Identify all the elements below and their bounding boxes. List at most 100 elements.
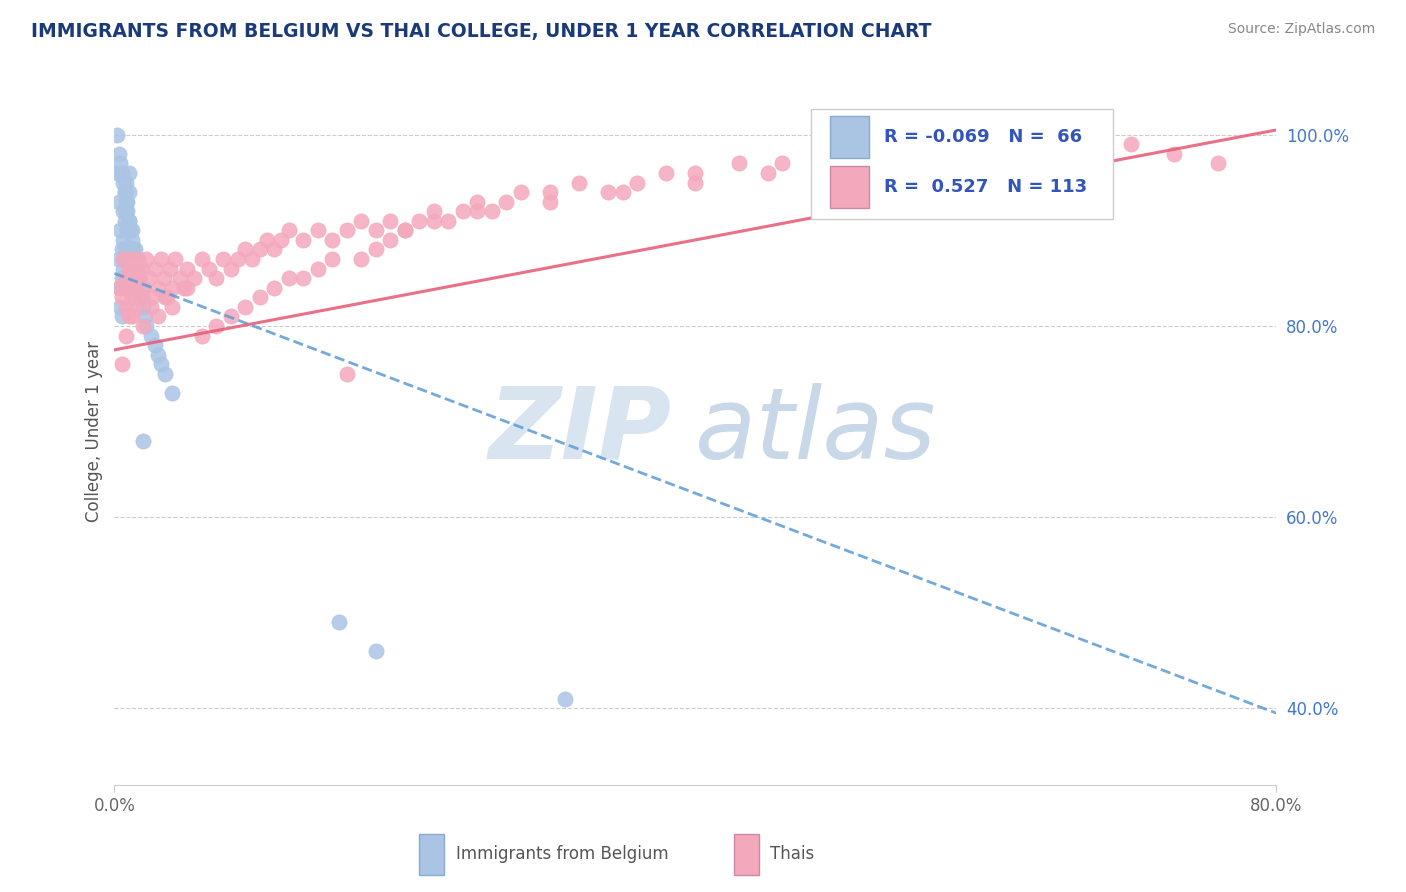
Point xyxy=(110,281,132,295)
Point xyxy=(143,338,166,352)
Point xyxy=(176,261,198,276)
Point xyxy=(256,233,278,247)
Point xyxy=(110,300,132,314)
Point xyxy=(156,290,179,304)
Point xyxy=(683,176,706,190)
Point xyxy=(112,233,135,247)
Point xyxy=(135,252,157,266)
Text: R = -0.069   N =  66: R = -0.069 N = 66 xyxy=(884,128,1083,145)
Point xyxy=(146,348,169,362)
Point xyxy=(1032,137,1054,152)
Point xyxy=(111,310,134,324)
Point xyxy=(292,271,315,285)
Point xyxy=(162,281,184,295)
Point xyxy=(612,185,634,199)
Point xyxy=(190,252,212,266)
Point xyxy=(117,194,139,209)
Point xyxy=(364,243,387,257)
Point xyxy=(219,310,242,324)
Point xyxy=(125,281,148,295)
Point xyxy=(162,300,184,314)
Point xyxy=(152,271,174,285)
Point xyxy=(143,261,166,276)
Point xyxy=(655,166,678,180)
Point xyxy=(538,194,561,209)
Point xyxy=(219,261,242,276)
Point xyxy=(120,281,142,295)
Point xyxy=(233,300,256,314)
Point xyxy=(125,300,148,314)
Point xyxy=(770,156,793,170)
Point xyxy=(125,281,148,295)
Point xyxy=(121,223,143,237)
Point xyxy=(122,261,145,276)
Point xyxy=(121,290,143,304)
Point xyxy=(149,357,172,371)
Point xyxy=(380,214,402,228)
Point xyxy=(249,290,271,304)
Point xyxy=(129,281,152,295)
Point xyxy=(139,328,162,343)
Point xyxy=(118,214,141,228)
Point xyxy=(117,281,139,295)
Point xyxy=(121,233,143,247)
Point xyxy=(121,252,143,266)
Point xyxy=(727,156,749,170)
Point xyxy=(212,252,235,266)
Point xyxy=(350,252,373,266)
Point xyxy=(364,644,387,658)
Point xyxy=(105,128,128,142)
Point xyxy=(598,185,620,199)
Point xyxy=(336,367,359,381)
Point xyxy=(162,385,184,400)
Point xyxy=(858,156,880,170)
Point xyxy=(128,271,150,285)
Point xyxy=(132,281,155,295)
Point xyxy=(169,271,191,285)
Point xyxy=(112,252,135,266)
Point xyxy=(120,223,142,237)
Point xyxy=(112,204,135,219)
Point xyxy=(117,204,139,219)
Point xyxy=(115,176,138,190)
Point xyxy=(292,233,315,247)
Point xyxy=(205,318,228,333)
Point xyxy=(830,156,852,170)
Point xyxy=(118,243,141,257)
Text: Immigrants from Belgium: Immigrants from Belgium xyxy=(456,846,668,863)
Point xyxy=(467,194,489,209)
Point xyxy=(481,204,503,219)
Point xyxy=(988,147,1011,161)
Point xyxy=(205,271,228,285)
Point xyxy=(114,252,136,266)
Point xyxy=(107,147,129,161)
Point xyxy=(467,204,489,219)
Point xyxy=(149,252,172,266)
Text: R =  0.527   N = 113: R = 0.527 N = 113 xyxy=(884,178,1087,196)
Point xyxy=(350,214,373,228)
Text: Source: ZipAtlas.com: Source: ZipAtlas.com xyxy=(1227,22,1375,37)
Point xyxy=(111,290,134,304)
Point xyxy=(122,290,145,304)
Point xyxy=(118,310,141,324)
Point xyxy=(105,166,128,180)
Point xyxy=(114,185,136,199)
Point xyxy=(226,252,249,266)
Point xyxy=(114,185,136,199)
Text: Thais: Thais xyxy=(770,846,814,863)
Point xyxy=(240,252,263,266)
Point xyxy=(901,147,924,161)
Point xyxy=(120,252,142,266)
Point xyxy=(394,223,416,237)
Point xyxy=(233,243,256,257)
Point xyxy=(270,233,292,247)
Point xyxy=(138,271,160,285)
Point xyxy=(198,261,221,276)
Point xyxy=(538,185,561,199)
Point xyxy=(263,281,285,295)
Point xyxy=(114,281,136,295)
Point xyxy=(423,214,446,228)
Point xyxy=(756,166,779,180)
Point xyxy=(131,290,153,304)
Point xyxy=(132,300,155,314)
